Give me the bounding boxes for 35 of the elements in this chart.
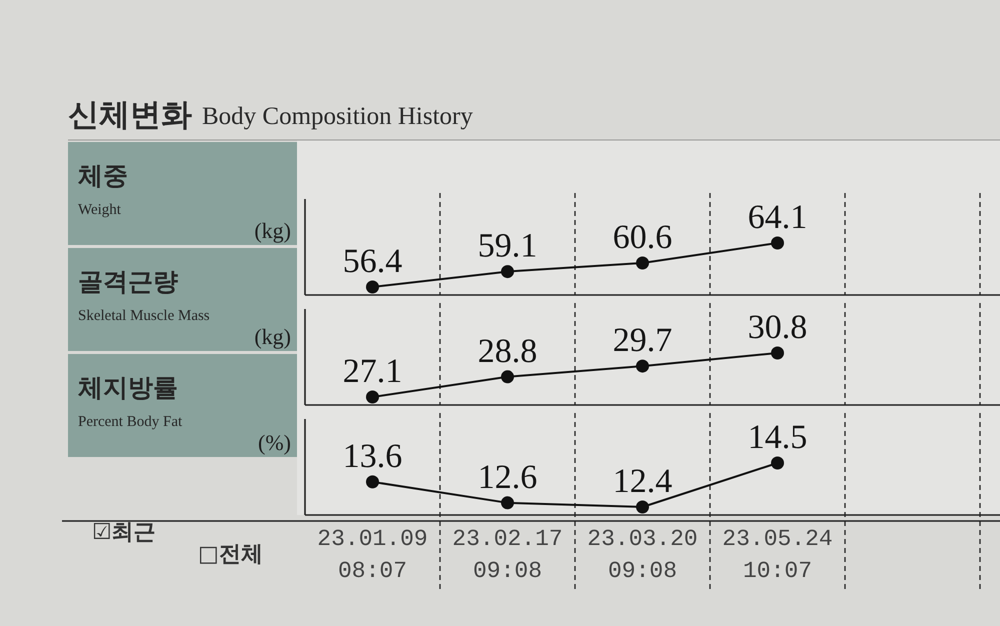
- data-label: 60.6: [612, 219, 672, 256]
- point: [636, 500, 649, 514]
- data-label: 13.6: [342, 438, 402, 475]
- data-label: 64.1: [748, 199, 808, 236]
- point: [366, 280, 379, 294]
- point: [366, 475, 379, 488]
- data-label: 14.5: [748, 419, 808, 456]
- text: 체지방률 Percent Body Fat (%): [78, 373, 291, 455]
- text: 골격근량 Skeletal Muscle Mass (kg): [78, 267, 291, 349]
- point: [501, 496, 514, 510]
- data-label: 28.8: [478, 332, 538, 370]
- point: [771, 236, 784, 250]
- data-label: 59.1: [478, 228, 538, 265]
- point: [771, 346, 784, 360]
- data-label: 12.6: [478, 458, 538, 496]
- point: [501, 265, 514, 278]
- point: [636, 256, 649, 270]
- point: [771, 456, 784, 470]
- data-label: 12.4: [612, 463, 672, 500]
- point: [366, 390, 379, 404]
- text: ☑최근: [92, 520, 156, 545]
- point: [501, 370, 514, 384]
- text: 체중 Weight (kg): [78, 161, 291, 243]
- data-label: 27.1: [342, 353, 402, 390]
- data-label: 30.8: [748, 309, 808, 346]
- x-tick-label: 23.01.09 08:07: [317, 526, 428, 584]
- x-tick-label: 23.02.17 09:08: [452, 526, 563, 584]
- chart-subtitle: Body Composition History: [202, 103, 474, 130]
- chart-title: 신체변화: [68, 97, 192, 133]
- text: □전체: [198, 542, 263, 567]
- data-label: 56.4: [342, 243, 402, 280]
- point: [636, 360, 649, 373]
- x-tick-label: 23.03.20 09:08: [587, 526, 698, 584]
- x-tick-label: 23.05.24 10:07: [722, 526, 833, 584]
- data-label: 29.7: [612, 322, 672, 360]
